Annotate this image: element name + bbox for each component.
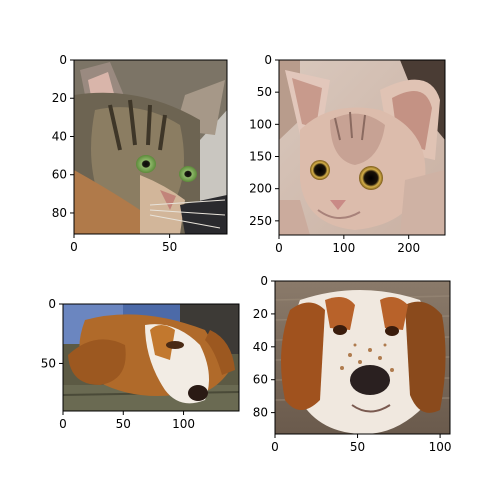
y-tick-label: 50 <box>257 85 272 99</box>
subplot-sphynx-cat: 0 100 200 0 50 100 150 200 250 <box>249 53 446 255</box>
x-tick-label: 0 <box>59 417 67 431</box>
x-tick-label: 50 <box>116 417 131 431</box>
y-tick-label: 20 <box>52 91 67 105</box>
x-tick-label: 0 <box>70 240 78 254</box>
y-tick-label: 50 <box>41 356 56 370</box>
y-tick-label: 80 <box>52 206 67 220</box>
x-tick-label: 50 <box>162 240 177 254</box>
y-tick-label: 40 <box>253 340 268 354</box>
x-tick-label: 0 <box>275 241 283 255</box>
y-tick-label: 150 <box>249 150 272 164</box>
x-tick-label: 50 <box>350 440 365 454</box>
x-tick-label: 100 <box>429 440 452 454</box>
tabby-cat-image <box>74 60 227 234</box>
english-setter-image <box>275 281 450 434</box>
y-tick-label: 0 <box>59 53 67 67</box>
y-tick-label: 0 <box>264 53 272 67</box>
y-tick-label: 200 <box>249 182 272 196</box>
axes-frame <box>62 303 240 412</box>
x-tick-label: 100 <box>332 241 355 255</box>
axes-frame <box>274 280 451 435</box>
subplot-tabby-cat: 0 50 0 20 40 60 80 <box>52 53 228 254</box>
y-tick-label: 60 <box>253 373 268 387</box>
subplot-english-setter: 0 50 100 0 20 40 60 80 <box>253 274 452 454</box>
x-tick-label: 100 <box>172 417 195 431</box>
y-tick-label: 60 <box>52 168 67 182</box>
y-tick-label: 0 <box>48 297 56 311</box>
y-tick-label: 40 <box>52 129 67 143</box>
y-tick-label: 250 <box>249 214 272 228</box>
subplot-basset-hound: 0 50 100 0 50 <box>41 297 240 431</box>
axes-frame <box>278 59 446 236</box>
x-tick-label: 200 <box>397 241 420 255</box>
y-tick-label: 20 <box>253 307 268 321</box>
x-tick-label: 0 <box>271 440 279 454</box>
y-tick-label: 0 <box>260 274 268 288</box>
y-tick-label: 100 <box>249 117 272 131</box>
basset-hound-image <box>63 304 239 411</box>
axes-frame <box>73 59 228 235</box>
y-tick-label: 80 <box>253 406 268 420</box>
sphynx-cat-image <box>279 60 445 235</box>
